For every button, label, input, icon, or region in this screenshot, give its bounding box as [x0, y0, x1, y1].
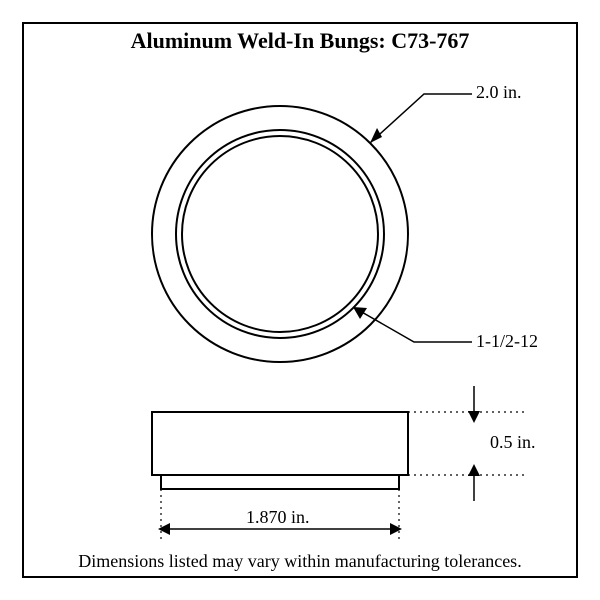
- top-view: [152, 106, 408, 362]
- label-outer-diameter: 2.0 in.: [476, 82, 522, 103]
- inner-ring-inner: [182, 136, 378, 332]
- inner-ring-outer: [176, 130, 384, 338]
- page: Aluminum Weld-In Bungs: C73-767: [0, 0, 600, 600]
- label-height: 0.5 in.: [490, 432, 536, 453]
- side-view: [152, 412, 408, 489]
- diagram-footnote: Dimensions listed may vary within manufa…: [24, 551, 576, 572]
- diagram-frame: Aluminum Weld-In Bungs: C73-767: [22, 22, 578, 578]
- diagram-svg: [24, 24, 576, 576]
- leader-outer-diameter: [370, 94, 472, 143]
- label-width: 1.870 in.: [246, 507, 310, 528]
- outer-diameter-circle: [152, 106, 408, 362]
- label-inner-thread: 1-1/2-12: [476, 331, 538, 352]
